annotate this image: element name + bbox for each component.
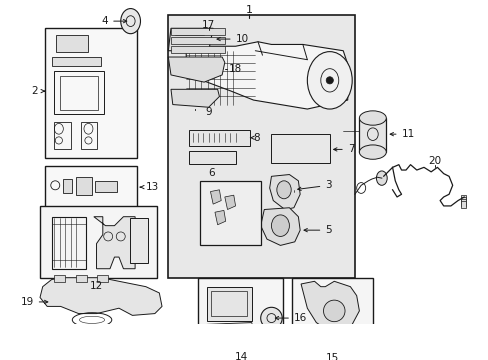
Bar bbox=[206, 287, 251, 321]
Polygon shape bbox=[171, 89, 219, 107]
Polygon shape bbox=[269, 175, 300, 210]
Polygon shape bbox=[224, 195, 235, 210]
Bar bbox=[45, 166, 137, 209]
Ellipse shape bbox=[376, 171, 386, 185]
Ellipse shape bbox=[260, 307, 282, 329]
Text: 6: 6 bbox=[208, 168, 215, 178]
Text: 13: 13 bbox=[140, 182, 159, 192]
Polygon shape bbox=[186, 42, 347, 109]
Ellipse shape bbox=[359, 145, 386, 159]
Polygon shape bbox=[168, 57, 224, 82]
Bar bbox=[188, 151, 235, 164]
Bar bbox=[171, 46, 224, 53]
Text: 10: 10 bbox=[217, 34, 248, 44]
Text: 7: 7 bbox=[333, 144, 354, 154]
Bar bbox=[52, 57, 101, 66]
Bar bbox=[40, 206, 156, 278]
Text: 3: 3 bbox=[297, 180, 331, 190]
Bar bbox=[188, 130, 249, 146]
Text: 2: 2 bbox=[32, 86, 44, 96]
Bar bbox=[60, 76, 98, 110]
Bar bbox=[199, 181, 260, 246]
Bar bbox=[56, 36, 87, 51]
Text: 20: 20 bbox=[427, 156, 440, 166]
Text: 8: 8 bbox=[250, 133, 260, 143]
Bar bbox=[97, 275, 108, 282]
Polygon shape bbox=[206, 323, 255, 339]
Bar bbox=[129, 219, 147, 264]
Bar bbox=[460, 201, 465, 208]
Bar bbox=[52, 217, 85, 269]
Bar bbox=[271, 134, 329, 163]
Bar bbox=[168, 15, 354, 278]
Bar bbox=[54, 275, 65, 282]
Bar bbox=[81, 122, 97, 149]
Text: 1: 1 bbox=[245, 5, 252, 15]
Polygon shape bbox=[94, 217, 135, 269]
Text: 18: 18 bbox=[228, 64, 241, 74]
Ellipse shape bbox=[271, 215, 289, 237]
Bar bbox=[171, 28, 224, 35]
Ellipse shape bbox=[121, 9, 140, 34]
Bar bbox=[54, 122, 70, 149]
Bar bbox=[76, 177, 92, 195]
Text: 12: 12 bbox=[90, 281, 103, 291]
Polygon shape bbox=[210, 190, 221, 204]
Text: 16: 16 bbox=[275, 313, 306, 323]
Text: 4: 4 bbox=[102, 16, 126, 26]
Ellipse shape bbox=[325, 77, 333, 84]
Bar bbox=[54, 71, 103, 114]
Polygon shape bbox=[168, 28, 213, 51]
Text: 15: 15 bbox=[325, 354, 338, 360]
Bar bbox=[76, 275, 86, 282]
Bar bbox=[95, 181, 117, 192]
Polygon shape bbox=[301, 281, 359, 332]
Text: 9: 9 bbox=[205, 107, 211, 117]
Polygon shape bbox=[40, 278, 162, 315]
Polygon shape bbox=[260, 208, 300, 246]
Ellipse shape bbox=[323, 300, 345, 321]
Ellipse shape bbox=[359, 111, 386, 125]
Text: 11: 11 bbox=[389, 129, 414, 139]
Text: 14: 14 bbox=[234, 352, 247, 360]
Polygon shape bbox=[215, 210, 225, 225]
Bar bbox=[460, 195, 465, 202]
Bar bbox=[302, 332, 365, 344]
Bar bbox=[359, 118, 386, 152]
Bar bbox=[291, 278, 372, 351]
Bar bbox=[63, 179, 72, 193]
Text: 19: 19 bbox=[20, 297, 48, 307]
Bar bbox=[460, 199, 465, 206]
Bar bbox=[460, 197, 465, 204]
Ellipse shape bbox=[276, 181, 291, 199]
Text: 5: 5 bbox=[304, 225, 331, 235]
Bar bbox=[211, 291, 247, 316]
Bar bbox=[198, 278, 283, 351]
Bar bbox=[45, 28, 137, 158]
Ellipse shape bbox=[307, 51, 351, 109]
Bar bbox=[171, 37, 224, 44]
Text: 17: 17 bbox=[202, 20, 215, 30]
